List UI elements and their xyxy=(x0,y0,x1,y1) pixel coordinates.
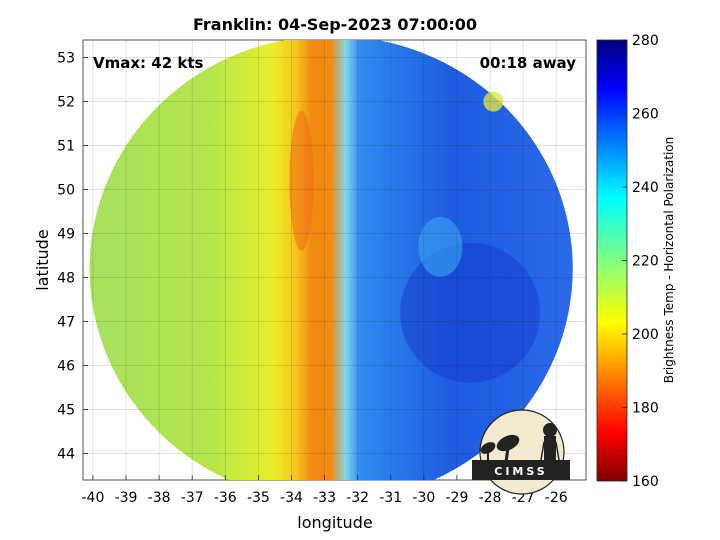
colorbar-tick-label: 180 xyxy=(632,401,659,417)
colorbar-label: Brightness Temp - Horizontal Polarizatio… xyxy=(662,137,676,384)
warm-band xyxy=(289,110,314,251)
swath-ellipse xyxy=(89,40,573,480)
y-tick-label: 45 xyxy=(57,403,75,419)
x-tick-label: -40 xyxy=(81,490,104,506)
chart-title: Franklin: 04-Sep-2023 07:00:00 xyxy=(193,15,477,34)
x-tick-label: -31 xyxy=(379,490,402,506)
y-tick-label: 53 xyxy=(57,51,75,67)
x-tick-label: -37 xyxy=(181,490,204,506)
y-tick-label: 50 xyxy=(57,183,75,199)
y-axis-label: latitude xyxy=(33,229,52,290)
x-tick-label: -29 xyxy=(446,490,469,506)
colorbar-tick-layer: 160 180 200 220 240 260 280 xyxy=(622,33,659,490)
vmax-annotation: Vmax: 42 kts xyxy=(93,54,203,72)
y-tick-label: 47 xyxy=(57,315,75,331)
storm-band xyxy=(418,216,463,277)
x-tick-label: -35 xyxy=(247,490,270,506)
storm-core xyxy=(400,242,541,383)
cimss-logo: CIMSS xyxy=(472,409,570,495)
x-tick-layer: -40 -39 -38 -37 -36 -35 -34 -33 -32 -31 -30 -29 -28 -… xyxy=(81,475,568,506)
colorbar-tick-label: 280 xyxy=(632,33,659,49)
x-tick-label: -26 xyxy=(545,490,568,506)
y-tick-label: 51 xyxy=(57,139,75,155)
y-tick-label: 52 xyxy=(57,95,75,111)
y-tick-label: 49 xyxy=(57,227,75,243)
x-tick-label: -38 xyxy=(148,490,171,506)
y-tick-label: 48 xyxy=(57,271,75,287)
warm-spot xyxy=(483,91,504,112)
x-tick-label: -28 xyxy=(479,490,502,506)
y-tick-layer: 44 45 46 47 48 49 50 51 52 53 xyxy=(57,51,88,463)
x-axis-label: longitude xyxy=(297,513,372,532)
swath-layer xyxy=(89,40,573,480)
colorbar-tick-label: 200 xyxy=(632,327,659,343)
x-tick-label: -39 xyxy=(115,490,138,506)
colorbar-tick-label: 260 xyxy=(632,107,659,123)
x-tick-label: -32 xyxy=(346,490,369,506)
colorbar-tick-label: 160 xyxy=(632,474,659,490)
grid-layer xyxy=(83,40,586,480)
x-tick-label: -36 xyxy=(214,490,237,506)
cimss-logo-text: CIMSS xyxy=(494,465,547,478)
x-tick-label: -34 xyxy=(280,490,303,506)
y-tick-label: 44 xyxy=(57,447,75,463)
time-offset-annotation: 00:18 away xyxy=(480,54,577,72)
x-tick-label: -33 xyxy=(313,490,336,506)
y-tick-label: 46 xyxy=(57,359,75,375)
x-tick-label: -30 xyxy=(412,490,435,506)
colorbar-tick-label: 220 xyxy=(632,254,659,270)
colorbar-tick-label: 240 xyxy=(632,180,659,196)
